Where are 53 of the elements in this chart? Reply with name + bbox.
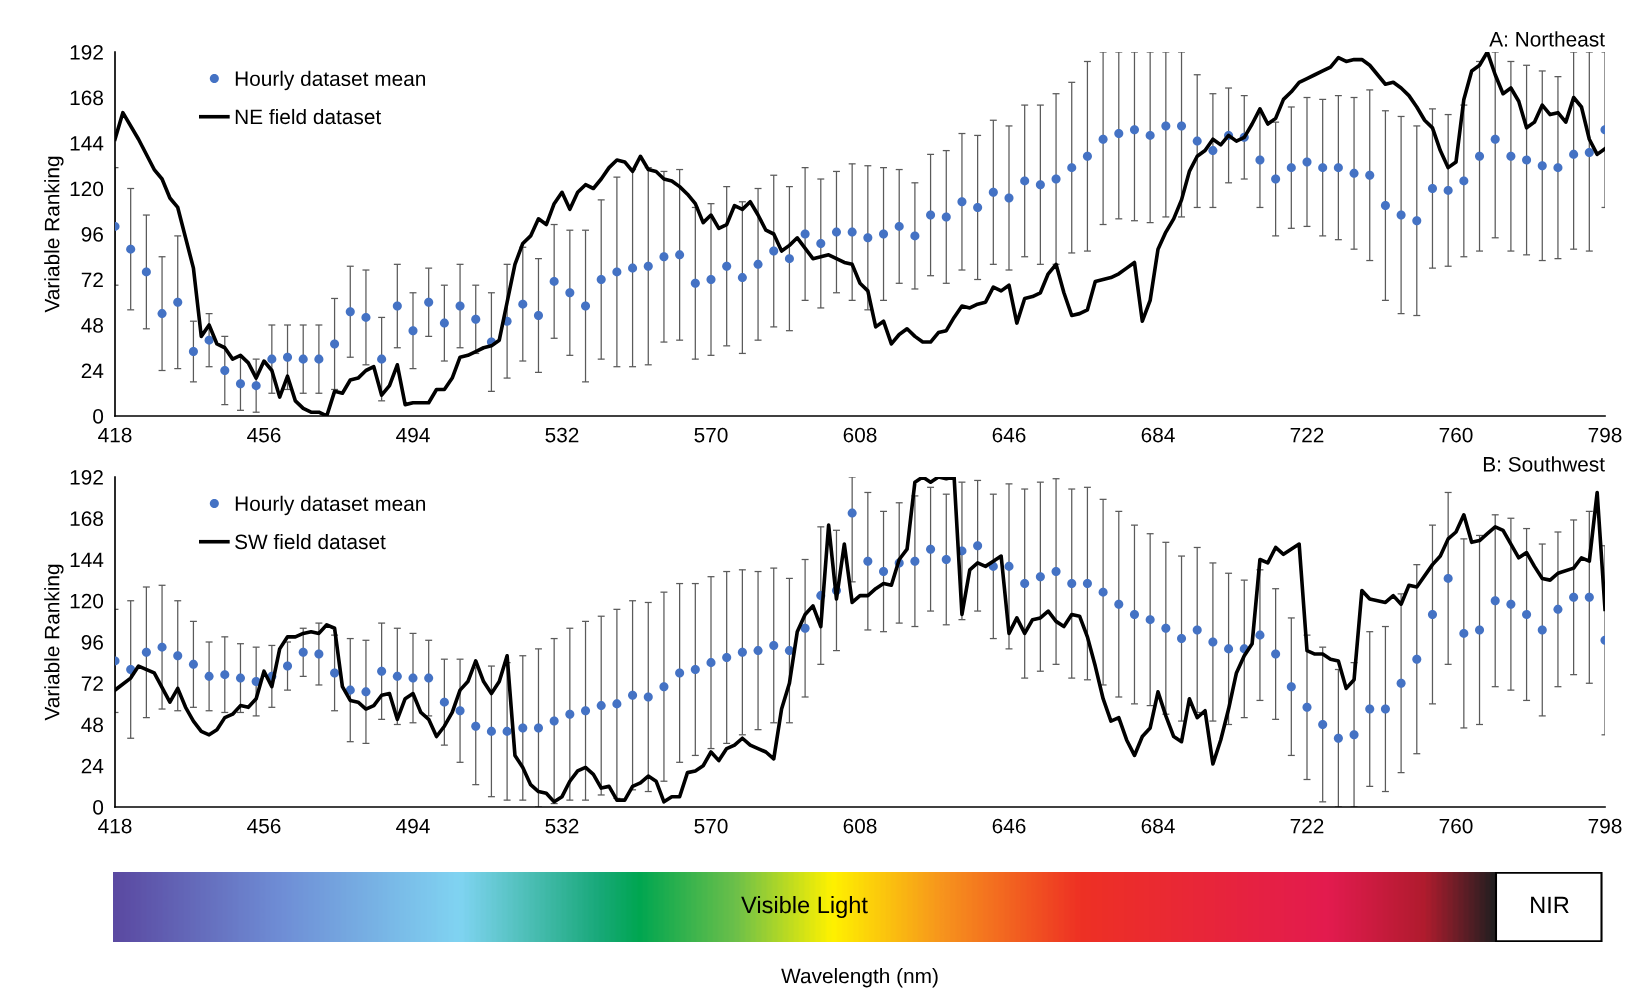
y-tick-label: 144 [70, 552, 104, 568]
y-tick-label: 192 [70, 470, 103, 485]
x-tick-label: 760 [1439, 427, 1473, 443]
x-tick-label: 684 [1141, 427, 1175, 443]
y-tick-label: 120 [70, 593, 104, 609]
line-series [115, 52, 1605, 416]
y-tick-label: 96 [81, 635, 103, 650]
x-tick-label: 456 [247, 427, 281, 443]
y-tick-label: 24 [81, 758, 104, 774]
x-tick-label: 684 [1141, 818, 1175, 834]
y-tick-label: 144 [70, 136, 104, 151]
y-tick-label: 168 [70, 90, 103, 106]
x-tick-label: 722 [1290, 427, 1324, 443]
y-tick-label: 0 [93, 409, 104, 424]
y-tick-label: 48 [81, 717, 103, 733]
legend-label: SW field dataset [235, 533, 386, 550]
x-tick-label: 798 [1588, 818, 1622, 834]
y-tick-label: 192 [70, 45, 103, 60]
chart-title: B: Southwest [1483, 456, 1605, 472]
y-tick-label: 96 [81, 227, 103, 242]
x-tick-label: 494 [396, 427, 430, 443]
x-tick-label: 608 [843, 818, 877, 834]
y-tick-label: 120 [70, 181, 104, 197]
y-tick-label: 24 [81, 363, 104, 379]
legend-label: Hourly dataset mean [235, 70, 426, 91]
x-tick-label: 722 [1290, 818, 1324, 834]
x-tick-label: 570 [694, 427, 728, 443]
legend-label: Hourly dataset mean [235, 495, 426, 516]
x-tick-label: 494 [396, 818, 430, 834]
x-tick-label: 418 [98, 818, 132, 834]
x-tick-label: 608 [843, 427, 877, 443]
x-tick-label: 646 [992, 818, 1026, 834]
line-series [115, 477, 1605, 804]
text: Visible Light [741, 895, 868, 919]
x-tick-label: 532 [545, 427, 579, 443]
x-tick-label: 760 [1439, 818, 1473, 834]
y-tick-label: 72 [81, 272, 103, 288]
y-axis-title: Variable Ranking [44, 564, 64, 721]
y-tick-label: 72 [81, 676, 103, 691]
y-tick-label: 0 [93, 800, 104, 815]
y-axis-title: Variable Ranking [44, 156, 64, 313]
chart-title: A: Northeast [1489, 31, 1605, 47]
y-tick-label: 48 [81, 318, 103, 333]
y-tick-label: 168 [70, 511, 103, 526]
legend-label: NE field dataset [235, 108, 382, 125]
x-tick-label: 532 [545, 818, 579, 834]
x-tick-label: 456 [247, 818, 281, 834]
x-tick-label: 570 [694, 818, 728, 834]
x-tick-label: 418 [98, 427, 132, 443]
x-tick-label: 646 [992, 427, 1026, 443]
x-axis-title: Wavelength (nm) [781, 968, 938, 988]
x-tick-label: 798 [1588, 427, 1622, 443]
text: NIR [1531, 896, 1569, 914]
